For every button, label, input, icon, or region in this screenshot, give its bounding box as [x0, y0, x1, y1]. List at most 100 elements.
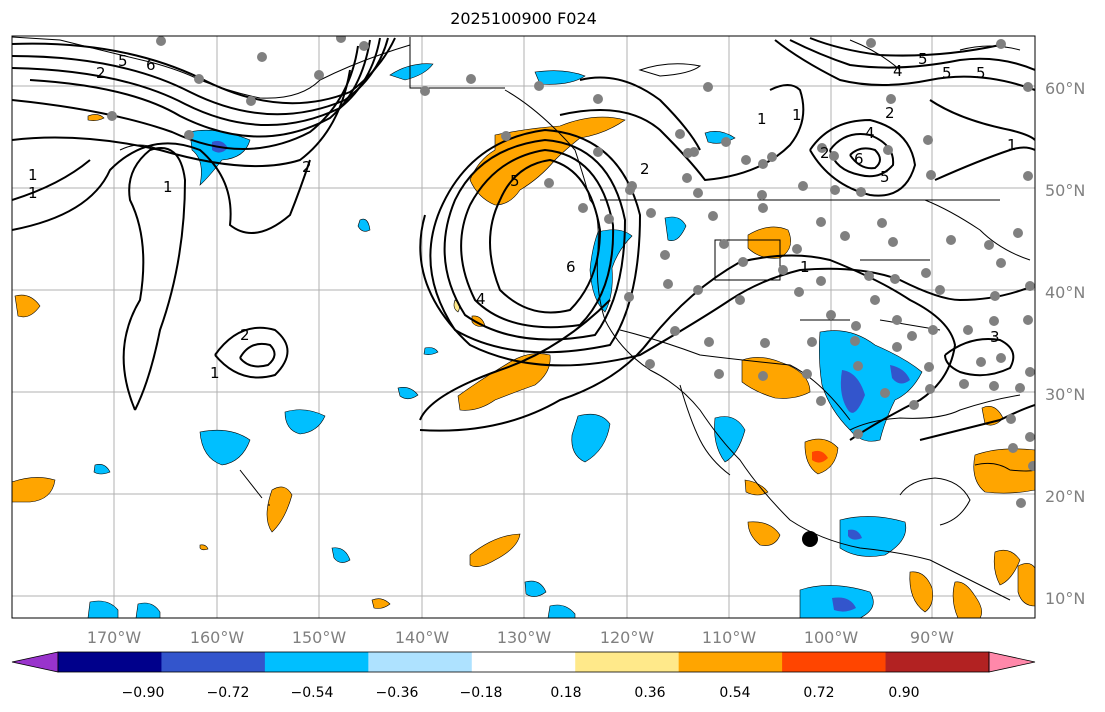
colorbar-tick-labels: −0.90 −0.72 −0.54 −0.36 −0.18 0.18 0.36 … [122, 685, 920, 701]
station-dot [501, 131, 511, 141]
station-dot [840, 231, 850, 241]
station-dot [758, 203, 768, 213]
coastlines [12, 36, 1035, 601]
station-dot [883, 145, 893, 155]
station-dot [946, 235, 956, 245]
colorbar-tick-label: 0.54 [719, 685, 750, 701]
lon-label: 150°W [292, 628, 347, 647]
station-dot [850, 336, 860, 346]
station-dot [593, 147, 603, 157]
station-dot [534, 81, 544, 91]
colorbar-tick-label: 0.18 [550, 685, 581, 701]
station-dot [1025, 432, 1035, 442]
contour-label: 6 [146, 56, 156, 74]
station-dot [870, 295, 880, 305]
station-dot [1015, 383, 1025, 393]
station-dot [1023, 171, 1033, 181]
colorbar-frame [57, 651, 990, 673]
station-dot [184, 130, 194, 140]
station-dot [923, 135, 933, 145]
contour-label: 1 [757, 110, 767, 128]
colorbar-tick-label: −0.54 [291, 685, 334, 701]
station-dot [704, 337, 714, 347]
station-dot [892, 342, 902, 352]
station-dot [829, 151, 839, 161]
colorbar-tick-label: −0.36 [376, 685, 419, 701]
station-dot [675, 129, 685, 139]
station-dot [693, 285, 703, 295]
station-dot [909, 400, 919, 410]
contour-label: 6 [566, 258, 576, 276]
station-dot [866, 38, 876, 48]
station-dot [624, 292, 634, 302]
contour-label: 2 [640, 160, 650, 178]
station-dot [798, 181, 808, 191]
colorbar [11, 651, 1036, 673]
station-dot [336, 36, 346, 43]
station-dot [693, 188, 703, 198]
colorbar-bin [471, 652, 576, 672]
station-dot [721, 137, 731, 147]
station-dot [816, 217, 826, 227]
colorbar-bin [575, 652, 680, 672]
station-dot [826, 310, 836, 320]
station-dot [466, 74, 476, 84]
station-dot [703, 82, 713, 92]
lat-label: 10°N [1045, 589, 1085, 608]
lon-label: 160°W [190, 628, 245, 647]
contour-label: 1 [210, 364, 220, 382]
station-dot [604, 214, 614, 224]
station-dot [1028, 461, 1035, 471]
lat-label: 50°N [1045, 181, 1085, 200]
contour-label: 5 [918, 50, 928, 68]
station-dot [817, 143, 827, 153]
contour-label: 3 [990, 328, 1000, 346]
station-dot [735, 295, 745, 305]
contour-label: 1 [792, 106, 802, 124]
contour-label: 1 [1007, 136, 1017, 154]
station-dot [996, 39, 1006, 49]
station-dot [1025, 281, 1035, 291]
contour-label: 5 [118, 52, 128, 70]
contour-label: 2 [302, 158, 312, 176]
colorbar-bin [885, 652, 990, 672]
station-dot [959, 379, 969, 389]
station-dot [314, 70, 324, 80]
lon-label: 100°W [804, 628, 859, 647]
station-dot [886, 94, 896, 104]
station-dot [890, 274, 900, 284]
contour-label: 4 [893, 62, 903, 80]
contour-label: 5 [942, 64, 952, 82]
station-dot [194, 74, 204, 84]
lon-label: 90°W [910, 628, 954, 647]
lon-label: 140°W [395, 628, 450, 647]
lat-label: 40°N [1045, 283, 1085, 302]
station-dot [996, 258, 1006, 268]
contour-label: 1 [163, 178, 173, 196]
latitude-labels: 60°N 50°N 40°N 30°N 20°N 10°N [1045, 79, 1085, 608]
station-dot [892, 315, 902, 325]
station-dot [645, 359, 655, 369]
station-dot [907, 331, 917, 341]
colorbar-bin [368, 652, 473, 672]
station-dot [802, 369, 812, 379]
contour-label: 2 [240, 326, 250, 344]
lat-label: 20°N [1045, 487, 1085, 506]
station-dot [156, 36, 166, 46]
station-dot [1023, 82, 1033, 92]
lat-label: 30°N [1045, 385, 1085, 404]
colorbar-extend-low [11, 651, 59, 673]
station-dot [853, 361, 863, 371]
station-dot [663, 279, 673, 289]
contour-label: 5 [510, 172, 520, 190]
colorbar-extend-high [988, 651, 1036, 673]
colorbar-bin [161, 652, 266, 672]
station-dot [1013, 228, 1023, 238]
station-dot [925, 384, 935, 394]
station-dot [257, 52, 267, 62]
colorbar-bin [58, 652, 162, 672]
station-dot [996, 353, 1006, 363]
station-dot [719, 239, 729, 249]
contour-label: 2 [96, 64, 106, 82]
station-dot [758, 159, 768, 169]
